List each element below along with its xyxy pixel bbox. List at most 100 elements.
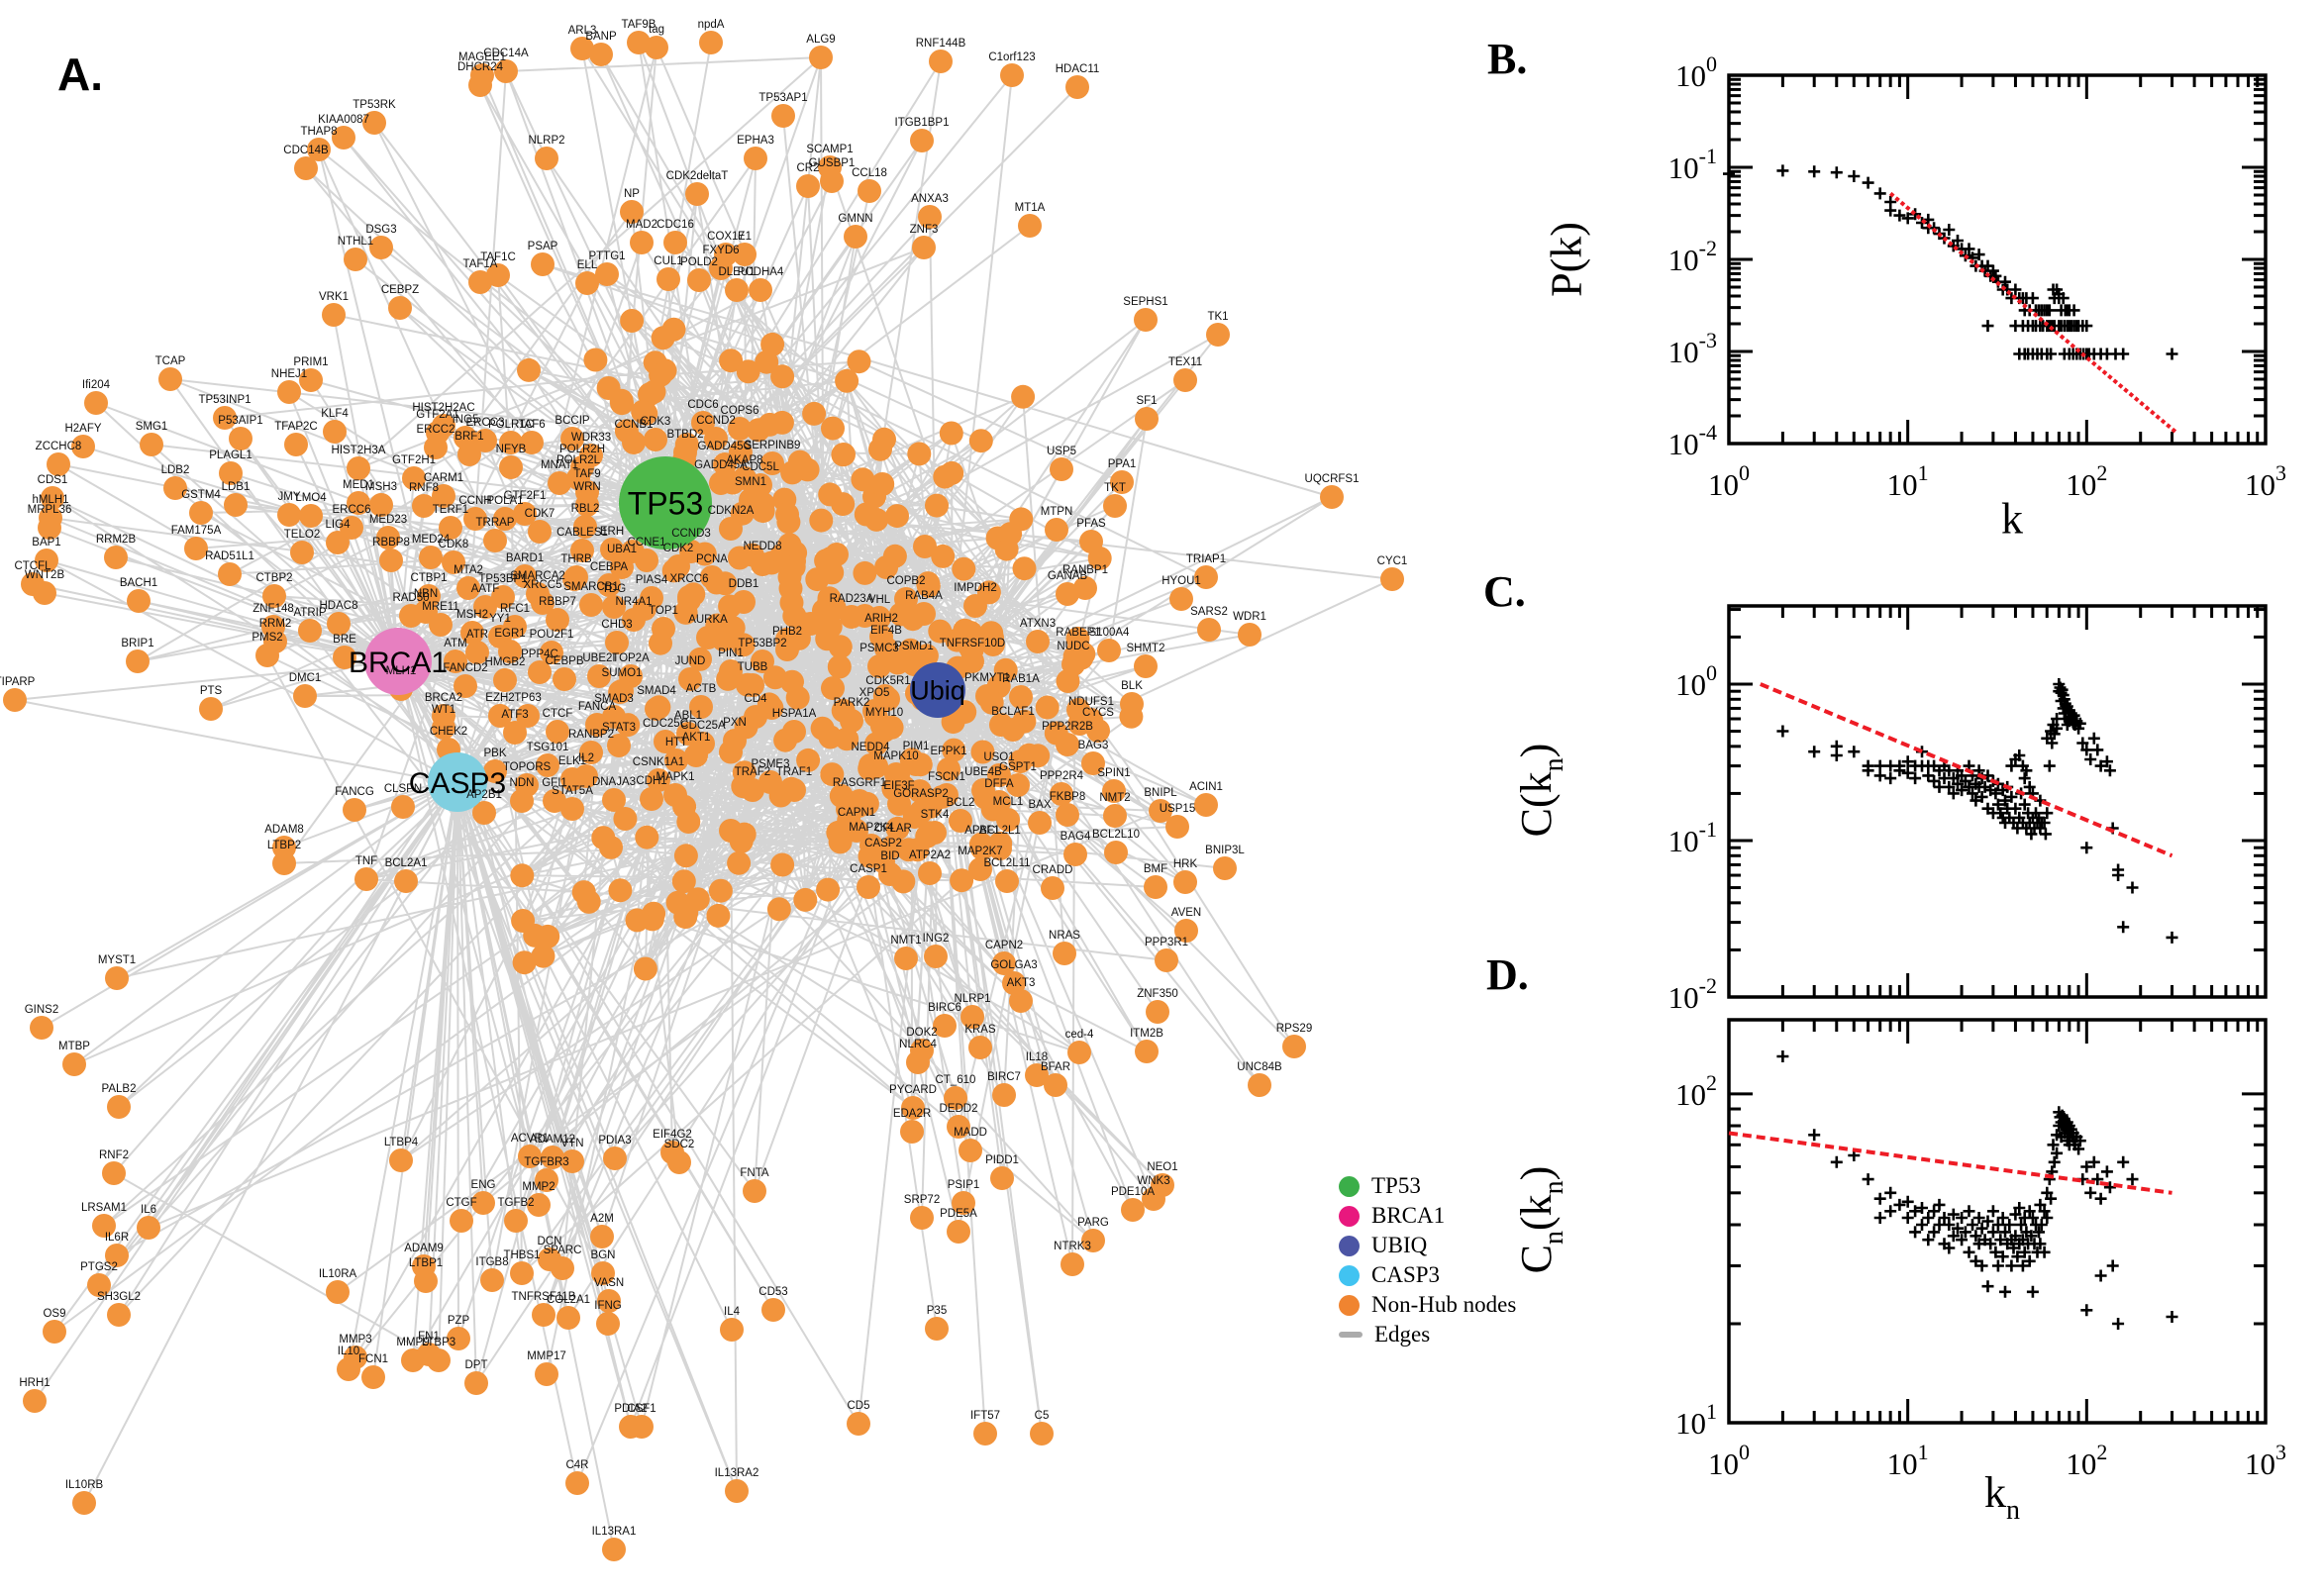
network-node-label: ADAM8 bbox=[264, 824, 304, 836]
network-node bbox=[923, 821, 947, 845]
network-node-label: CUL1 bbox=[654, 255, 682, 267]
network-node-label: PTTG1 bbox=[588, 250, 625, 262]
network-node-label: GADD45G bbox=[698, 441, 753, 452]
network-node bbox=[771, 104, 795, 128]
network-node-label: IFT57 bbox=[970, 1410, 1000, 1422]
network-node bbox=[513, 502, 537, 526]
network-node bbox=[332, 126, 355, 150]
hub-ubiq-label: Ubiq bbox=[910, 676, 965, 706]
network-node-label: EPPK1 bbox=[930, 746, 966, 757]
network-node bbox=[597, 573, 621, 597]
network-node bbox=[795, 457, 820, 482]
network-node-label: ADAM9 bbox=[404, 1243, 444, 1254]
network-node-label: IL10RA bbox=[319, 1268, 357, 1280]
network-node bbox=[105, 966, 129, 990]
network-node-label: BFAR bbox=[1041, 1061, 1070, 1073]
network-node bbox=[1065, 75, 1089, 99]
network-node-label: ERCC2 bbox=[417, 424, 455, 436]
network-node-label: ABL1 bbox=[674, 710, 702, 722]
network-node-label: PSIP1 bbox=[948, 1179, 980, 1191]
network-node-label: CDKN2A bbox=[708, 505, 755, 517]
network-node bbox=[1174, 919, 1198, 943]
network-node bbox=[510, 863, 535, 888]
network-node bbox=[399, 604, 423, 628]
network-node-label: CYC1 bbox=[1377, 555, 1408, 567]
network-node-label: HRK bbox=[1173, 858, 1198, 870]
network-node bbox=[644, 428, 667, 451]
axis-ticks bbox=[1727, 606, 2268, 999]
network-node-label: RANBP2 bbox=[568, 729, 614, 741]
network-node bbox=[913, 535, 937, 558]
network-node-label: CARM1 bbox=[424, 472, 463, 484]
network-node-label: MYH10 bbox=[865, 707, 903, 719]
network-node bbox=[826, 820, 851, 845]
network-node-label: RFC1 bbox=[500, 603, 530, 615]
network-node bbox=[322, 303, 346, 327]
legend-item-edges: Edges bbox=[1339, 1320, 1516, 1349]
network-node bbox=[1173, 368, 1197, 392]
x-tick-label: 103 bbox=[2245, 1440, 2286, 1481]
network-node bbox=[887, 792, 911, 816]
network-node-label: P35 bbox=[927, 1305, 947, 1317]
network-node bbox=[444, 649, 467, 673]
network-node bbox=[884, 762, 908, 786]
y-tick-label: 100 bbox=[1675, 660, 1717, 702]
network-node-label: STK4 bbox=[921, 809, 950, 821]
network-node-label: MAPK10 bbox=[873, 750, 918, 762]
network-node-label: HDAC11 bbox=[1056, 63, 1100, 75]
network-node-label: ERH bbox=[600, 526, 624, 538]
network-node-label: HYOU1 bbox=[1162, 575, 1201, 587]
network-node bbox=[104, 546, 128, 569]
network-node bbox=[1067, 1041, 1091, 1064]
network-node bbox=[595, 262, 619, 286]
network-node bbox=[1102, 779, 1126, 803]
network-node-label: MTA2 bbox=[454, 564, 483, 576]
edge-line-swatch bbox=[1339, 1332, 1363, 1338]
network-node-label: BRIP1 bbox=[121, 638, 153, 649]
network-node bbox=[894, 947, 918, 970]
network-node bbox=[1282, 1035, 1306, 1058]
network-node-label: NP bbox=[624, 188, 640, 200]
network-node bbox=[294, 156, 318, 180]
network-node bbox=[640, 586, 663, 610]
network-node bbox=[760, 332, 785, 356]
network-node bbox=[536, 924, 560, 948]
network-node bbox=[30, 1016, 53, 1040]
network-node bbox=[548, 471, 571, 495]
y-tick-label: 10-3 bbox=[1668, 328, 1717, 369]
network-node bbox=[671, 869, 696, 894]
network-node-label: WDR1 bbox=[1233, 611, 1266, 623]
network-node-label: YY1 bbox=[489, 613, 511, 625]
network-node-label: PARG bbox=[1077, 1217, 1109, 1229]
network-node bbox=[585, 713, 609, 737]
network-node-label: DOK2 bbox=[906, 1027, 937, 1039]
network-node-label: C1orf123 bbox=[988, 51, 1035, 63]
network-node bbox=[602, 1538, 626, 1561]
network-node bbox=[719, 659, 743, 683]
network-node bbox=[556, 1306, 580, 1330]
network-node-label: JUND bbox=[675, 655, 706, 667]
network-node-label: CDC16 bbox=[656, 219, 694, 231]
network-node-label: BLK bbox=[1121, 680, 1143, 692]
network-node bbox=[652, 617, 675, 641]
network-node bbox=[706, 903, 731, 928]
network-node bbox=[667, 1150, 691, 1174]
network-node bbox=[337, 1357, 360, 1381]
network-node-label: BIRC6 bbox=[928, 1002, 961, 1014]
network-node bbox=[429, 613, 453, 637]
network-node-label: RBL2 bbox=[571, 503, 600, 515]
network-node bbox=[935, 783, 959, 807]
network-node bbox=[354, 867, 378, 891]
network-node-label: PRIM1 bbox=[293, 356, 328, 368]
network-node-label: GFI1 bbox=[542, 777, 567, 789]
network-node bbox=[1066, 639, 1090, 662]
network-node bbox=[602, 788, 626, 812]
network-node-label: npdA bbox=[698, 19, 725, 31]
network-node-label: TP53AP1 bbox=[758, 92, 807, 104]
network-node bbox=[213, 406, 237, 430]
network-node bbox=[912, 236, 936, 259]
network-node-label: CDK8 bbox=[439, 539, 469, 550]
network-node-label: BAG3 bbox=[1078, 740, 1109, 751]
network-node bbox=[827, 654, 852, 679]
